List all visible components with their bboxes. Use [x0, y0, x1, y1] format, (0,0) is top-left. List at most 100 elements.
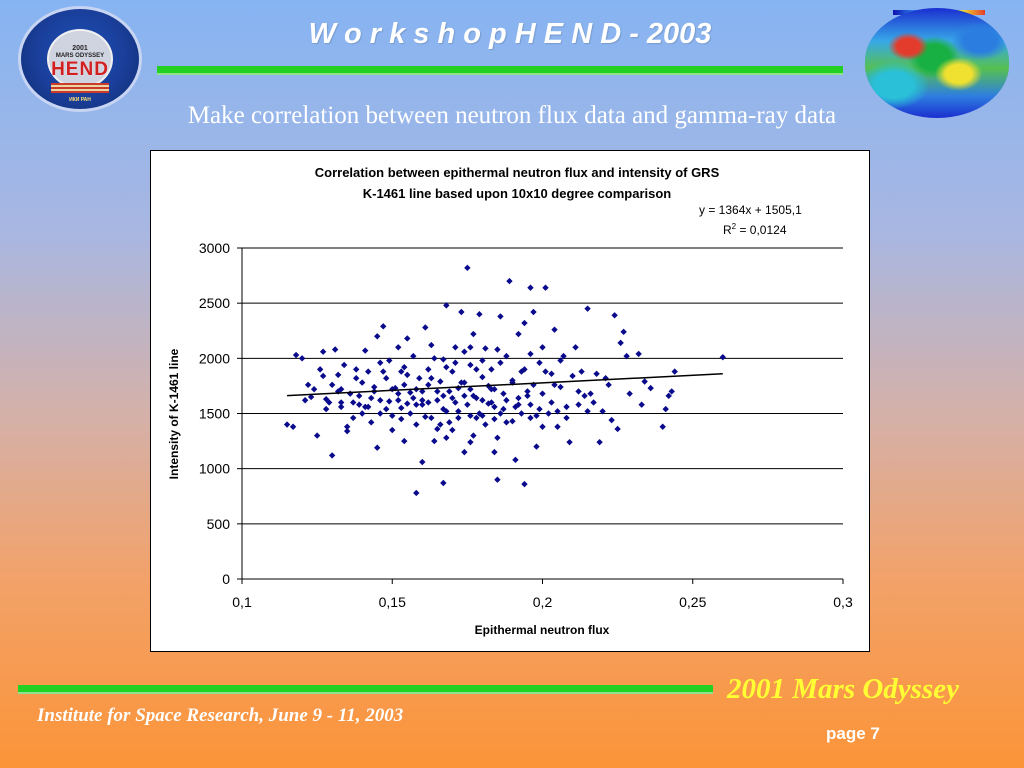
footer-brand: 2001 Mars Odyssey — [727, 673, 959, 705]
data-point — [434, 388, 441, 395]
data-point — [548, 399, 555, 406]
data-point — [446, 388, 453, 395]
data-point — [461, 448, 468, 456]
data-point — [479, 357, 486, 364]
data-point — [620, 328, 627, 336]
data-point — [500, 390, 507, 397]
data-point — [638, 401, 645, 408]
data-point — [458, 308, 465, 316]
data-point — [581, 392, 588, 400]
data-point — [476, 311, 483, 318]
data-point — [623, 352, 630, 360]
data-point — [374, 444, 381, 451]
data-point — [593, 370, 600, 377]
data-point — [461, 379, 468, 386]
data-point — [401, 381, 408, 389]
data-point — [383, 374, 390, 382]
data-point — [491, 386, 498, 393]
y-axis-label: Intensity of K-1461 line — [167, 348, 181, 479]
data-point — [671, 368, 678, 375]
data-point — [383, 405, 390, 413]
data-point — [319, 348, 327, 355]
data-point — [337, 403, 345, 411]
data-point — [473, 366, 480, 373]
data-point — [425, 381, 432, 389]
data-point — [386, 398, 393, 405]
footer-rule — [18, 685, 713, 692]
data-point — [467, 386, 474, 393]
data-point — [431, 355, 438, 362]
data-point — [410, 394, 417, 402]
data-point — [407, 410, 414, 417]
data-point — [614, 425, 621, 433]
data-point — [343, 427, 351, 435]
data-point — [437, 421, 444, 428]
data-point — [325, 399, 333, 406]
logo-year: 2001 — [72, 45, 88, 52]
title-rule-shadow — [157, 73, 843, 75]
data-point — [554, 408, 561, 415]
chart-area: Correlation between epithermal neutron f… — [150, 150, 870, 652]
data-point — [497, 359, 504, 366]
data-point — [596, 438, 603, 446]
page-number: page 7 — [826, 724, 880, 743]
data-point — [578, 368, 585, 375]
data-point — [572, 344, 579, 351]
data-point — [473, 414, 480, 422]
data-point — [449, 394, 456, 402]
x-tick-label: 0,3 — [833, 594, 853, 610]
data-point — [386, 357, 393, 364]
data-point — [352, 374, 360, 382]
data-point — [337, 399, 345, 406]
data-point — [355, 401, 363, 408]
data-point — [389, 426, 396, 434]
data-point — [365, 368, 372, 375]
data-point — [509, 418, 516, 425]
data-point — [461, 392, 468, 400]
data-point — [425, 366, 432, 373]
data-point — [455, 414, 462, 422]
data-point — [641, 378, 648, 385]
slide-subtitle: Make correlation between neutron flux da… — [187, 102, 837, 129]
data-point — [467, 412, 474, 419]
data-point — [467, 438, 474, 446]
data-point — [668, 388, 675, 395]
data-point — [527, 350, 534, 358]
data-point — [334, 371, 342, 379]
data-point — [319, 372, 327, 380]
data-point — [377, 359, 384, 366]
data-point — [575, 388, 582, 395]
data-point — [575, 401, 582, 408]
data-point — [461, 348, 468, 355]
y-tick-label: 1000 — [199, 461, 230, 477]
data-point — [359, 410, 366, 417]
data-point — [506, 277, 513, 285]
data-point — [524, 388, 531, 395]
logo-hend: HEND — [51, 59, 109, 80]
data-point — [331, 346, 339, 353]
data-point — [647, 384, 654, 392]
data-point — [521, 480, 528, 488]
data-point — [626, 390, 633, 397]
data-point — [298, 355, 306, 362]
data-point — [343, 423, 351, 430]
data-point — [515, 394, 522, 402]
data-point — [307, 393, 315, 401]
data-point — [416, 374, 423, 382]
data-point — [310, 386, 318, 393]
data-point — [545, 410, 552, 417]
data-point — [551, 381, 558, 389]
data-point — [440, 479, 447, 487]
data-point — [377, 397, 384, 404]
chart-title-line: K-1461 line based upon 10x10 degree comp… — [363, 186, 672, 201]
data-point — [428, 414, 435, 422]
chart-title-line: Correlation between epithermal neutron f… — [315, 165, 720, 180]
y-tick-label: 1500 — [199, 406, 230, 422]
data-point — [455, 384, 462, 392]
data-point — [527, 284, 534, 291]
data-point — [527, 401, 534, 408]
x-tick-label: 0,15 — [379, 594, 406, 610]
data-point — [419, 397, 426, 404]
data-point — [428, 341, 435, 349]
data-point — [491, 403, 498, 411]
